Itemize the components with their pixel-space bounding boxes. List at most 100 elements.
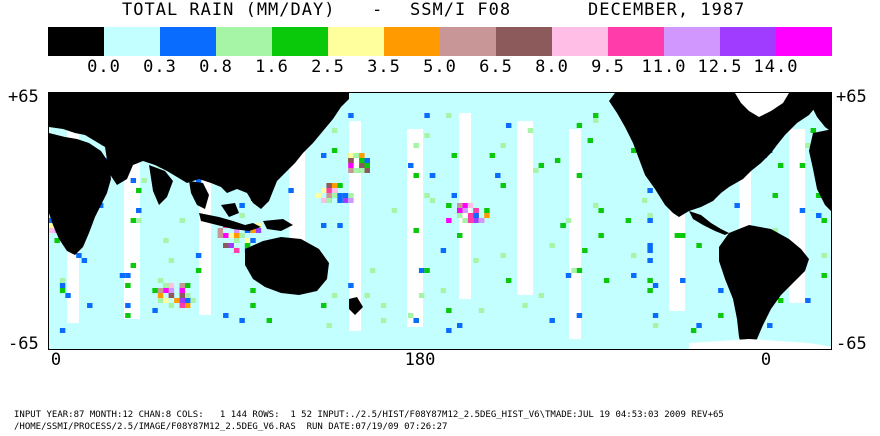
no-data-swath [517,121,533,295]
rain-cell [364,163,370,168]
title-main: TOTAL RAIN (MM/DAY) [122,0,336,20]
rain-cell [331,128,338,133]
rain-cell [321,223,327,228]
rain-cell [473,213,479,218]
legend-label: 2.5 [311,57,345,77]
rain-cell [250,228,256,233]
rain-cell [810,128,817,133]
rain-cell [484,208,490,213]
legend-label: 6.5 [479,57,513,77]
rain-cell [353,153,360,158]
title-sensor: SSM/I F08 [410,0,512,20]
legend-label: 3.5 [367,57,401,77]
rain-cell [331,293,338,298]
rain-cell [647,218,653,223]
legend-swatch [328,27,384,56]
rain-cell [152,308,158,313]
legend-swatch [104,27,160,56]
legend-swatch [552,27,608,56]
legend-label: 11.0 [641,57,687,77]
rain-cell [321,188,327,193]
rain-cell [560,223,566,228]
rain-cell [734,203,740,208]
rain-cell [157,293,164,298]
no-data-swath [349,121,361,331]
lat-label-right-top: +65 [836,87,867,107]
rain-cell [331,188,338,193]
rain-cell [500,253,506,258]
rain-cell [690,328,697,333]
rain-cell [195,253,202,258]
india [149,165,173,205]
legend-swatch [440,27,496,56]
rain-cell [467,218,474,223]
rain-cell [157,288,164,293]
rain-cell [603,278,610,283]
japan [273,137,289,159]
rain-cell [348,193,354,198]
rain-cell [168,303,175,308]
rain-cell [125,273,131,278]
rain-cell [65,293,71,298]
rain-cell [413,228,419,233]
rain-cell [239,233,245,238]
rain-cell [576,268,583,273]
rain-cell [424,113,430,118]
rain-cell [185,283,191,288]
rain-cell [331,148,338,153]
rain-cell [233,228,240,233]
rain-cell [250,238,256,243]
rain-cell [163,298,169,303]
rain-cell [337,193,343,198]
rain-cell [163,288,169,293]
rain-cell [571,268,577,273]
rain-cell [424,193,430,198]
rain-cell [174,298,180,303]
rain-cell [478,308,485,313]
indonesia [199,213,261,231]
rain-cell [179,298,185,303]
rain-cell [49,228,55,233]
rain-cell [489,153,496,158]
lat-label-left-top: +65 [8,87,39,107]
rain-cell [457,208,463,213]
rain-cell [141,178,147,183]
greenland [735,93,789,117]
legend-label: 0.0 [87,57,121,77]
rain-cell [680,233,686,238]
eurasia [49,93,349,209]
rain-cell [696,243,702,248]
rain-cell [505,123,512,128]
rain-cell [478,218,485,223]
rain-cell [168,258,175,263]
rain-cell [223,243,229,248]
rain-cell [451,193,457,198]
rain-cell [239,318,245,323]
rain-cell [772,193,778,198]
rain-cell [772,228,778,233]
rain-cell [484,213,490,218]
rain-cell [348,113,354,118]
rain-cell [190,298,196,303]
rain-cell [647,248,653,253]
legend-label: 0.3 [143,57,177,77]
legend-swatch [720,27,776,56]
footer-line-1: INPUT YEAR:87 MONTH:12 CHAN:8 COLS: 1 14… [14,410,724,420]
rain-cell [413,143,419,148]
legend-swatch [216,27,272,56]
color-legend [48,27,832,56]
rain-cell [157,298,164,303]
rain-cell [321,198,327,203]
rain-cell [652,283,659,288]
rain-cell [331,193,338,198]
rain-cell [168,283,175,288]
lat-label-left-bottom: -65 [8,334,39,354]
lon-label-0-left: 0 [50,350,62,370]
lon-label-180: 180 [404,350,436,370]
philippines [249,185,257,201]
rain-cell [250,303,256,308]
rain-cell [652,323,659,328]
rain-cell [457,203,463,208]
rain-cell [429,173,436,178]
rain-cell [457,323,463,328]
